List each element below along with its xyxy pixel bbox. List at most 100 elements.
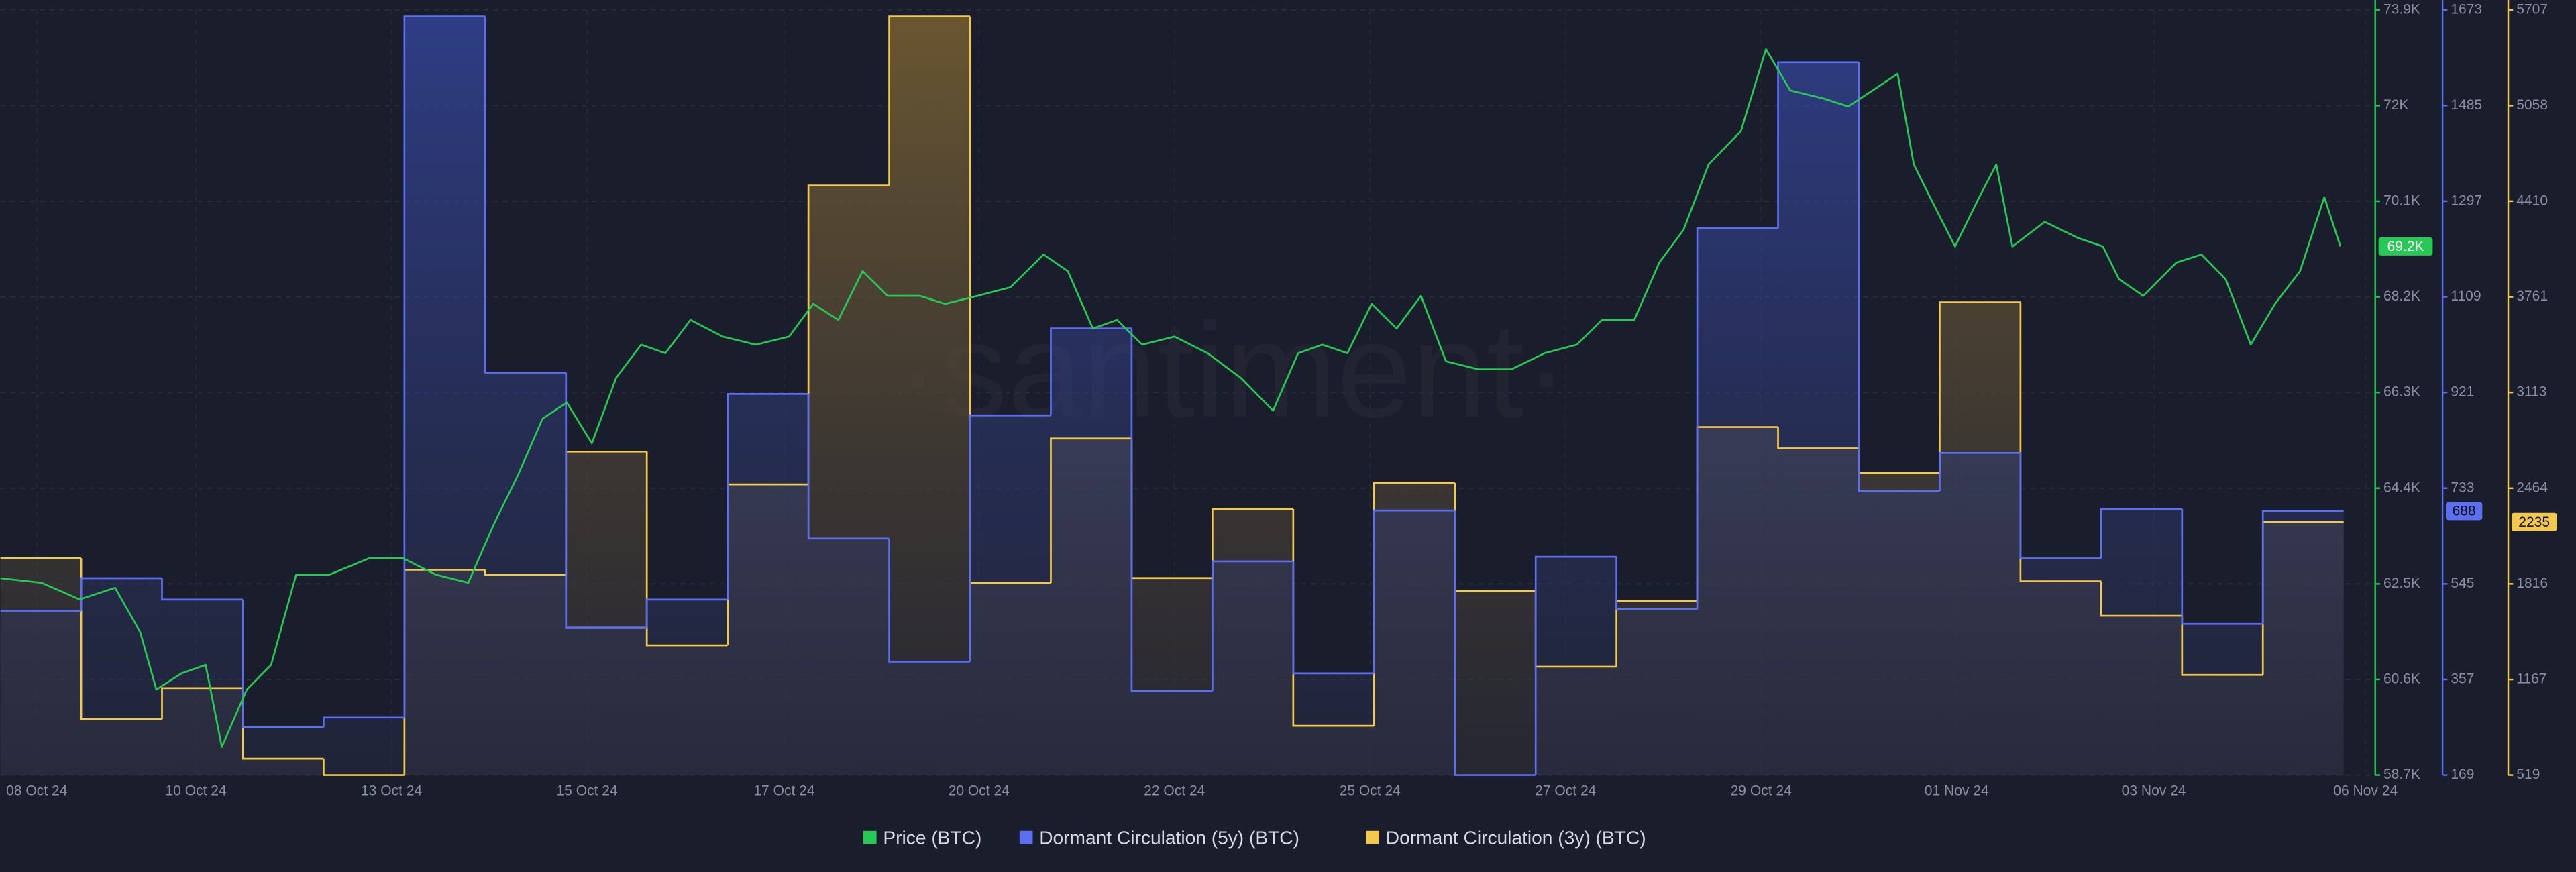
x-tick-label: 22 Oct 24 xyxy=(1144,783,1205,799)
step-line xyxy=(888,538,971,663)
x-tick-label: 13 Oct 24 xyxy=(361,783,423,799)
price-line xyxy=(0,48,2342,748)
y2-tick-label: 1485 xyxy=(2451,97,2482,113)
legend-swatch xyxy=(1019,830,1033,844)
y-tick-label: 66.3K xyxy=(2383,384,2420,400)
y2-tick-label: 1297 xyxy=(2451,193,2482,208)
step-line xyxy=(2181,508,2263,625)
value-badge xyxy=(2378,237,2433,256)
step-line xyxy=(565,372,647,629)
x-tick-label: 29 Oct 24 xyxy=(1731,783,1792,799)
step-line xyxy=(888,15,971,186)
y3-tick-label: 1167 xyxy=(2516,671,2546,687)
y3-tick-label: 4410 xyxy=(2516,193,2548,208)
step-line xyxy=(1777,61,1859,229)
step-line xyxy=(1534,555,1617,775)
area-segment xyxy=(1374,510,1455,775)
step-line xyxy=(2019,302,2102,582)
y2-tick-label: 733 xyxy=(2451,480,2474,495)
y-tick-label: 58.7K xyxy=(2383,767,2420,782)
area-segment xyxy=(647,599,728,775)
y-tick-label: 72K xyxy=(2383,97,2408,113)
area-segment xyxy=(1616,609,1698,775)
area-segment xyxy=(2263,510,2344,775)
step-line xyxy=(2019,453,2102,559)
step-line xyxy=(80,558,162,720)
area-segment xyxy=(0,610,82,775)
step-line xyxy=(80,577,162,611)
area-segment xyxy=(485,372,566,775)
y-tick-label: 73.9K xyxy=(2383,1,2420,17)
y-tick-label: 64.4K xyxy=(2383,480,2420,495)
y2-tick-label: 357 xyxy=(2451,671,2474,687)
x-tick-label: 20 Oct 24 xyxy=(949,783,1010,799)
step-line xyxy=(2100,508,2182,559)
step-line xyxy=(727,393,809,600)
y2-tick-label: 921 xyxy=(2451,384,2474,400)
step-line xyxy=(1292,561,1375,675)
step-line xyxy=(1212,508,1293,578)
step-line xyxy=(323,716,405,728)
area-segment xyxy=(404,16,486,775)
x-tick-label: 01 Nov 24 xyxy=(1925,783,1989,799)
value-badge xyxy=(2511,512,2557,531)
area-segment xyxy=(323,717,405,775)
x-tick-label: 06 Nov 24 xyxy=(2333,783,2398,799)
area-segment xyxy=(808,538,890,775)
x-tick-label: 17 Oct 24 xyxy=(753,783,815,799)
area-segment xyxy=(1939,453,2021,775)
area-segment xyxy=(242,727,324,775)
area-segment xyxy=(1131,691,1213,775)
area-segment xyxy=(1293,673,1375,775)
step-line xyxy=(1212,560,1293,692)
step-line xyxy=(1858,62,1940,492)
area-segment xyxy=(727,394,809,775)
area-segment xyxy=(970,415,1051,775)
y2-tick-label: 169 xyxy=(2451,767,2474,782)
x-tick-label: 25 Oct 24 xyxy=(1340,783,1401,799)
step-line xyxy=(969,414,1051,662)
step-line xyxy=(645,451,728,647)
step-line xyxy=(161,687,243,720)
step-line xyxy=(1130,328,1213,692)
y2-tick-label: 545 xyxy=(2451,576,2474,591)
area-segment xyxy=(566,627,647,775)
step-line xyxy=(1696,227,1778,610)
area-segment xyxy=(1778,62,1859,775)
legend-label: Dormant Circulation (3y) (BTC) xyxy=(1386,827,1646,848)
y3-tick-label: 3113 xyxy=(2516,384,2546,400)
step-line xyxy=(2261,510,2344,624)
x-tick-label: 03 Nov 24 xyxy=(2122,783,2186,799)
y3-tick-label: 3761 xyxy=(2516,288,2548,304)
area-segment xyxy=(1051,328,1132,775)
legend-swatch xyxy=(863,830,877,844)
area-segment xyxy=(1697,228,1778,775)
area-segment xyxy=(889,16,971,775)
y3-tick-label: 5707 xyxy=(2516,1,2548,17)
area-segment xyxy=(2101,508,2182,775)
step-line xyxy=(1050,327,1132,416)
step-line xyxy=(1454,510,1536,776)
area-segment xyxy=(2020,558,2102,775)
legend-label: Dormant Circulation (5y) (BTC) xyxy=(1039,827,1299,848)
x-tick-label: 15 Oct 24 xyxy=(556,783,618,799)
y3-tick-label: 519 xyxy=(2516,767,2540,782)
step-line xyxy=(1939,301,2021,474)
step-line xyxy=(1939,452,2021,492)
step-line xyxy=(484,16,566,374)
value-badge xyxy=(2445,502,2483,521)
y-tick-label: 62.5K xyxy=(2383,576,2420,591)
area-segment xyxy=(81,578,162,775)
value-badge-label: 69.2K xyxy=(2387,239,2424,254)
y3-tick-label: 5058 xyxy=(2516,97,2548,113)
step-line xyxy=(1777,427,1859,449)
step-line xyxy=(403,15,486,718)
area-segment xyxy=(1454,591,1536,775)
area-segment xyxy=(1212,561,1293,775)
step-line xyxy=(2100,581,2182,617)
x-tick-label: 27 Oct 24 xyxy=(1535,783,1597,799)
step-line xyxy=(645,598,728,628)
step-line xyxy=(807,394,890,540)
x-tick-label: 08 Oct 24 xyxy=(6,783,68,799)
x-tick-label: 10 Oct 24 xyxy=(165,783,227,799)
